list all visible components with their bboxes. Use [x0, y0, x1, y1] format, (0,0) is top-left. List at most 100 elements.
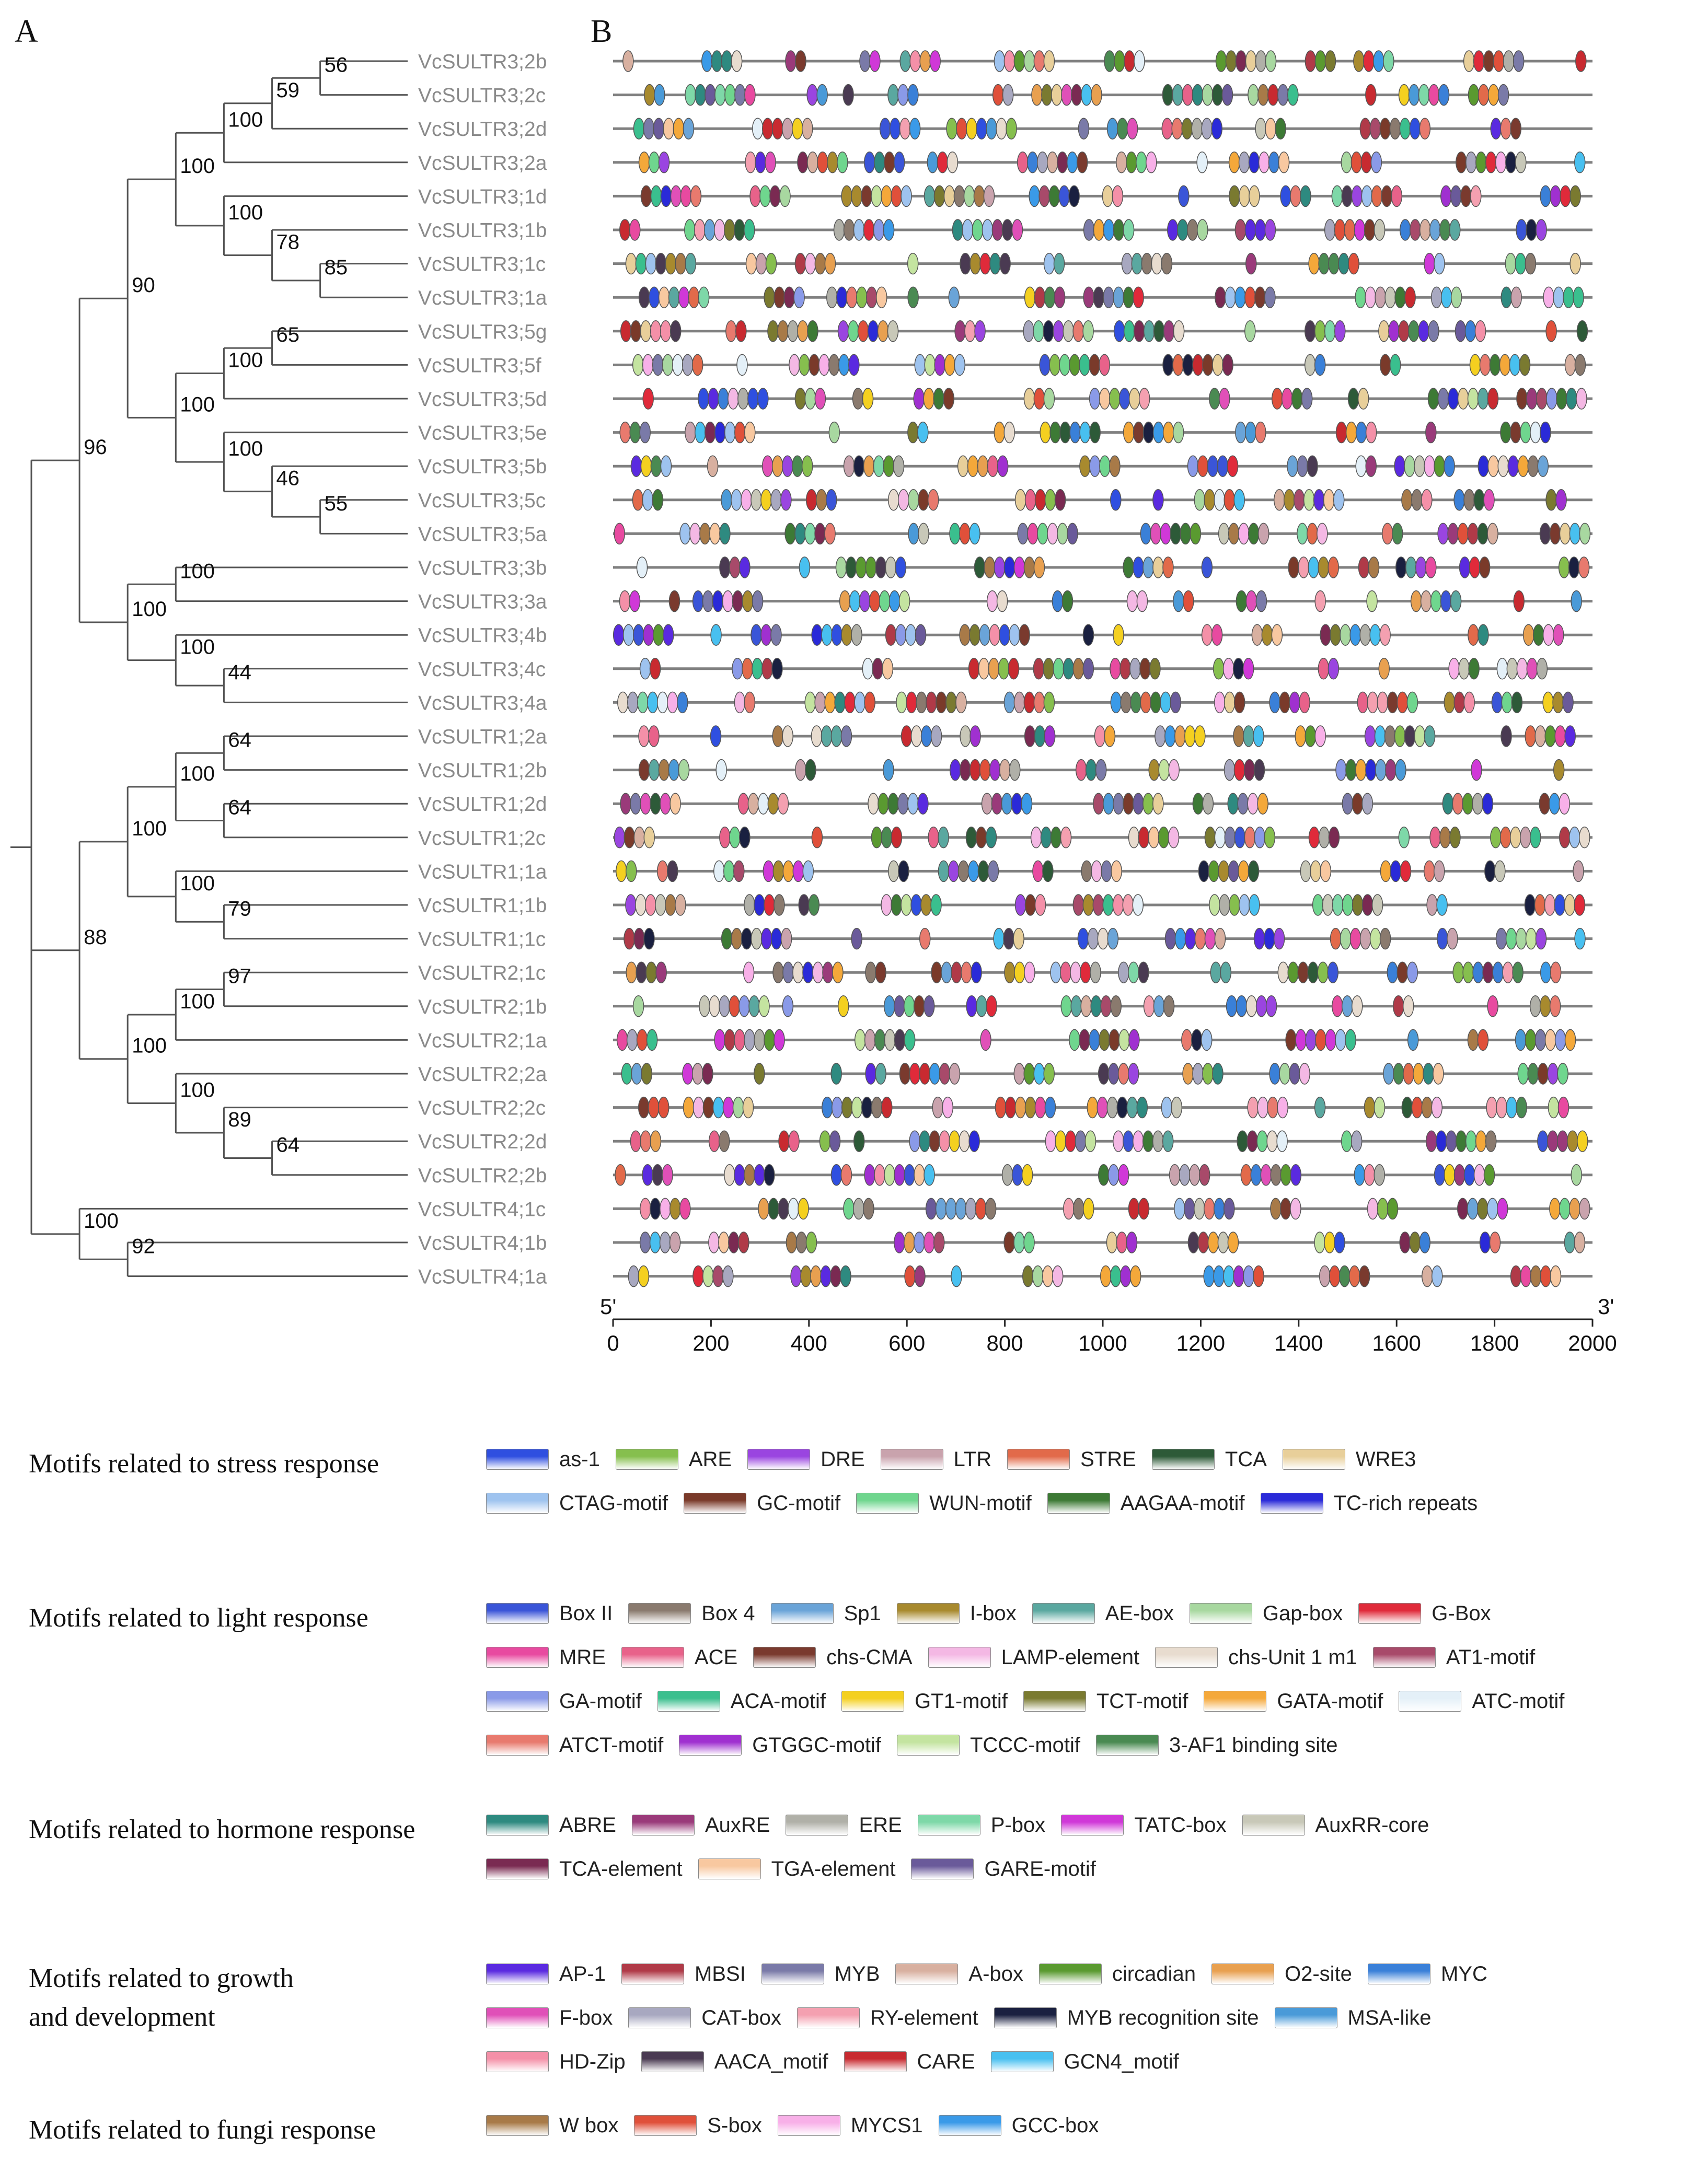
axis-tick-label: 1600 — [1372, 1331, 1421, 1355]
motif-mark — [779, 185, 791, 207]
motif-mark — [1100, 1265, 1112, 1287]
motif-mark — [1150, 691, 1162, 714]
motif-mark — [693, 1096, 705, 1119]
motif-mark — [714, 84, 726, 106]
motif-mark — [1453, 691, 1465, 714]
motif-mark — [949, 759, 961, 781]
motif-mark — [944, 354, 956, 376]
motif-mark — [1280, 1164, 1292, 1186]
motif-mark — [1505, 927, 1517, 950]
motif-mark — [1133, 320, 1145, 342]
motif-mark — [903, 995, 915, 1017]
motif-mark — [624, 827, 636, 849]
motif-mark — [959, 624, 971, 646]
motif-mark — [735, 320, 747, 342]
motif-mark — [1295, 725, 1307, 747]
legend-row: TCA-element TGA-element GARE-motif — [486, 1854, 1112, 1884]
legend-swatch — [698, 1858, 761, 1879]
motif-mark — [1248, 84, 1259, 106]
motif-mark — [745, 252, 757, 275]
motif-mark — [1110, 489, 1122, 511]
motif-mark — [863, 1198, 874, 1220]
motif-mark — [1447, 522, 1459, 545]
motif-mark — [830, 1063, 842, 1085]
motif-mark — [754, 1164, 765, 1186]
motif-mark — [865, 961, 876, 983]
motif-mark — [1406, 691, 1418, 714]
legend-label: ATCT-motif — [559, 1734, 664, 1757]
motif-mark — [642, 354, 654, 376]
motif-mark — [1334, 1232, 1345, 1253]
legend-label: RY-element — [870, 2006, 978, 2029]
motif-mark — [1290, 1198, 1301, 1220]
motif-mark — [1569, 522, 1581, 545]
motif-mark — [1255, 590, 1267, 612]
motif-mark — [1079, 421, 1091, 444]
motif-mark — [919, 927, 931, 950]
motif-mark — [1516, 1096, 1527, 1119]
motif-mark — [743, 961, 755, 983]
motif-mark — [1579, 522, 1591, 545]
motif-mark — [675, 252, 687, 275]
motif-mark — [1502, 961, 1514, 983]
motif-mark — [1273, 489, 1285, 511]
motif-mark — [614, 522, 625, 545]
legend-label: CAT-box — [701, 2006, 781, 2029]
motif-mark — [1469, 354, 1481, 376]
motif-mark — [801, 118, 813, 140]
motif-mark — [907, 489, 919, 511]
legend-item: TCCC-motif — [896, 1730, 1080, 1760]
motif-mark — [1383, 50, 1394, 72]
motif-mark — [1191, 118, 1203, 140]
motif-mark — [1425, 556, 1437, 578]
motif-mark — [1497, 455, 1509, 477]
motif-mark — [1534, 725, 1546, 747]
motif-mark — [869, 50, 881, 72]
legend-label: GCN4_motif — [1064, 2050, 1179, 2073]
motif-mark — [1467, 1029, 1479, 1051]
legend-row: AP-1 MBSI MYB A-box circadian O2-site MYC — [486, 1959, 1503, 1989]
motif-mark — [1463, 1164, 1475, 1186]
motif-mark — [1207, 1232, 1219, 1253]
motif-mark — [1069, 354, 1080, 376]
motif-mark — [1122, 894, 1134, 916]
motif-mark — [1364, 725, 1376, 747]
motif-mark — [1437, 388, 1449, 410]
motif-mark — [936, 691, 947, 714]
motif-mark — [1269, 691, 1280, 714]
motif-mark — [1314, 725, 1326, 747]
motif-mark — [1374, 725, 1386, 747]
motif-mark — [782, 961, 794, 983]
motif-mark — [873, 219, 885, 241]
motif-mark — [1500, 421, 1511, 444]
motif-mark — [1181, 118, 1193, 140]
motif-mark — [1387, 691, 1399, 714]
motif-mark — [1312, 894, 1324, 916]
motif-mark — [660, 793, 671, 815]
motif-mark — [1401, 1096, 1413, 1119]
legend-swatch — [1274, 2007, 1337, 2028]
motif-mark — [1526, 658, 1538, 680]
motif-mark — [640, 185, 652, 207]
motif-mark — [1113, 219, 1125, 241]
legend-label: MYCS1 — [850, 2114, 923, 2137]
motif-mark — [1564, 894, 1576, 916]
motif-mark — [1431, 1096, 1443, 1119]
legend-item: P-box — [917, 1810, 1045, 1840]
motif-mark — [1114, 50, 1125, 72]
motif-mark — [970, 725, 981, 747]
motif-mark — [1549, 1198, 1561, 1220]
motif-mark — [1520, 827, 1531, 849]
motif-mark — [874, 1164, 885, 1186]
motif-mark — [1001, 219, 1013, 241]
legend-item: CAT-box — [628, 2003, 781, 2032]
motif-mark — [682, 1063, 694, 1085]
motif-mark — [943, 185, 955, 207]
motif-mark — [1079, 455, 1091, 477]
motif-mark — [619, 219, 631, 241]
motif-mark — [1554, 894, 1566, 916]
motif-mark — [938, 860, 950, 882]
motif-mark — [1149, 658, 1161, 680]
motif-mark — [824, 522, 836, 545]
motif-mark — [999, 624, 1010, 646]
